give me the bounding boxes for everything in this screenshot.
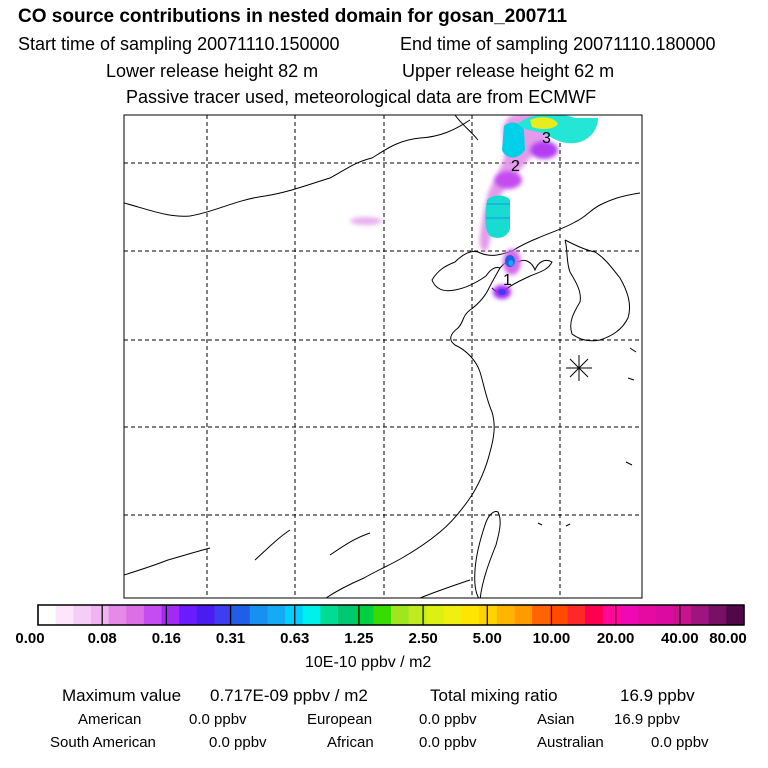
- region-value: 0.0 ppbv: [189, 711, 247, 728]
- colorbar-cell: [585, 605, 604, 625]
- region-value: 0.0 ppbv: [419, 734, 477, 751]
- colorbar-cell: [655, 605, 674, 625]
- colorbar-cell: [549, 605, 568, 625]
- colorbar-cell: [126, 605, 145, 625]
- region-name: American: [78, 711, 142, 728]
- colorbar-cell: [267, 605, 286, 625]
- colorbar-cell: [179, 605, 198, 625]
- colorbar-tick-label: 5.00: [472, 630, 502, 647]
- colorbar-cell: [673, 605, 692, 625]
- colorbar-cell: [249, 605, 268, 625]
- grid-lines: [124, 115, 642, 598]
- colorbar-cell: [391, 605, 410, 625]
- colorbar-cell: [426, 605, 445, 625]
- start-time: Start time of sampling 20071110.150000: [18, 34, 340, 54]
- colorbar-tick-label: 0.16: [151, 630, 181, 647]
- colorbar-cell: [514, 605, 533, 625]
- region-value: 0.0 ppbv: [651, 734, 709, 751]
- map-title: CO source contributions in nested domain…: [18, 6, 568, 27]
- max-value-label: Maximum value: [62, 686, 182, 705]
- colorbar-cell: [108, 605, 127, 625]
- colorbar-cell: [567, 605, 586, 625]
- colorbar-cell: [196, 605, 215, 625]
- colorbar: [37, 605, 745, 625]
- region-value: 0.0 ppbv: [419, 711, 477, 728]
- region-name: European: [307, 711, 373, 728]
- colorbar-cell: [143, 605, 162, 625]
- coastlines-borders: [124, 115, 641, 598]
- colorbar-cell: [708, 605, 727, 625]
- region-name: South American: [50, 734, 156, 751]
- colorbar-cell: [691, 605, 710, 625]
- max-value: 0.717E-09 ppbv / m2: [210, 686, 368, 705]
- colorbar-cell: [373, 605, 392, 625]
- colorbar-cell: [355, 605, 374, 625]
- colorbar-cell: [90, 605, 109, 625]
- colorbar-cell: [38, 605, 57, 625]
- region-value: 16.9 ppbv: [614, 711, 680, 728]
- upper-release-height: Upper release height 62 m: [402, 61, 615, 81]
- colorbar-cell: [55, 605, 74, 625]
- colorbar-cell: [232, 605, 251, 625]
- colorbar-cell: [479, 605, 498, 625]
- colorbar-cell: [161, 605, 180, 625]
- colorbar-cell: [302, 605, 321, 625]
- region-name: Australian: [537, 734, 604, 751]
- colorbar-cell: [285, 605, 304, 625]
- map-frame: [123, 114, 643, 599]
- asterisk-icon: [566, 355, 592, 381]
- tracer-note: Passive tracer used, meteorological data…: [126, 87, 597, 107]
- colorbar-cell: [338, 605, 357, 625]
- colorbar-tick-label: 40.00: [661, 630, 699, 647]
- colorbar-tick-label: 0.08: [87, 630, 117, 647]
- colorbar-cell: [638, 605, 657, 625]
- source-label-2: 2: [511, 158, 520, 175]
- colorbar-tick-label: 0.00: [15, 630, 45, 647]
- colorbar-cell: [214, 605, 233, 625]
- colorbar-tick-label: 0.31: [215, 630, 246, 647]
- colorbar-cell: [602, 605, 621, 625]
- total-mixing-value: 16.9 ppbv: [620, 686, 695, 705]
- colorbar-cell: [461, 605, 480, 625]
- colorbar-cell: [496, 605, 515, 625]
- colorbar-tick-label: 10.00: [532, 630, 571, 647]
- colorbar-cell: [320, 605, 339, 625]
- colorbar-frame: [37, 604, 745, 626]
- source-label-1: 1: [503, 272, 512, 289]
- end-time: End time of sampling 20071110.180000: [400, 34, 716, 54]
- source-label-3: 3: [542, 130, 551, 147]
- colorbar-tick-label: 1.25: [344, 630, 374, 647]
- region-name: Asian: [537, 711, 575, 728]
- colorbar-cell: [73, 605, 92, 625]
- colorbar-tick-label: 0.63: [280, 630, 310, 647]
- colorbar-tick-label: 2.50: [408, 630, 438, 647]
- colorbar-unit: 10E-10 ppbv / m2: [305, 654, 432, 671]
- colorbar-tick-label: 20.00: [596, 630, 635, 647]
- region-value: 0.0 ppbv: [209, 734, 267, 751]
- colorbar-cell: [726, 605, 745, 625]
- colorbar-tick-label: 80.00: [709, 630, 747, 647]
- total-mixing-label: Total mixing ratio: [430, 686, 558, 705]
- concentration-plumes: [350, 115, 598, 299]
- region-name: African: [327, 734, 374, 751]
- lower-release-height: Lower release height 82 m: [106, 61, 319, 81]
- colorbar-cell: [408, 605, 427, 625]
- colorbar-cell: [532, 605, 551, 625]
- colorbar-cell: [443, 605, 462, 625]
- colorbar-cell: [620, 605, 639, 625]
